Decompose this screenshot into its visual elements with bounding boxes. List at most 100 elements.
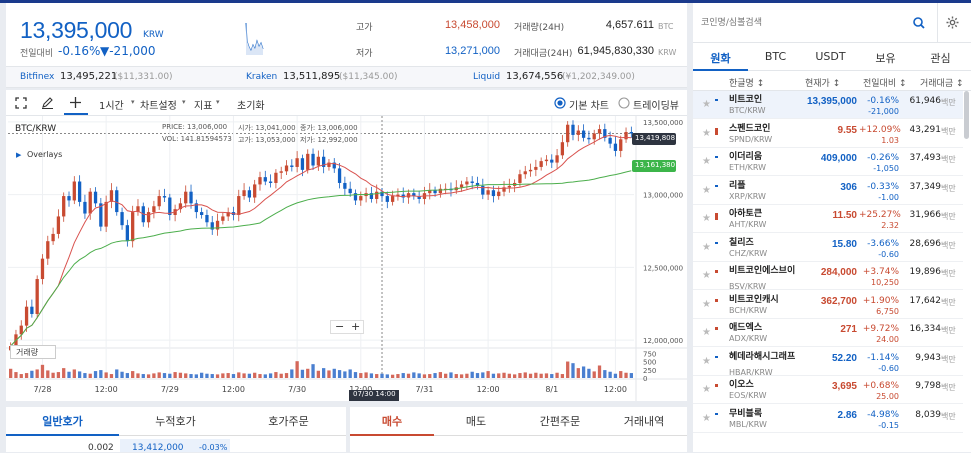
- candle-body: [157, 196, 161, 207]
- candle-body: [507, 185, 511, 188]
- exchange-krw: (¥1,202,349.00): [562, 72, 635, 82]
- tab-simple-order[interactable]: 간편주문: [539, 415, 581, 428]
- col-volume[interactable]: 거래대금 ↕: [920, 79, 964, 89]
- candle-body: [205, 214, 209, 223]
- coin-row[interactable]: ★ 칠리즈 CHZ/KRW 15.80 -3.66% -0.60 28,696 백만: [693, 234, 963, 262]
- favorite-star-icon[interactable]: ★: [702, 355, 711, 367]
- volume-label: 거래량(24H): [514, 23, 565, 33]
- coin-row[interactable]: ★ 리플 XRP/KRW 306 -0.33% -1.00 37,349 백만: [693, 177, 963, 205]
- volume-bar: [629, 373, 633, 378]
- coin-row[interactable]: ★ 비트코인캐시 BCH/KRW 362,700 +1.90% 6,750 17,642 백만: [693, 291, 963, 319]
- tab-holdings[interactable]: 보유: [875, 52, 896, 65]
- reset-button[interactable]: 초기화: [237, 101, 265, 112]
- tab-trade-history[interactable]: 거래내역: [623, 415, 665, 428]
- favorite-star-icon[interactable]: ★: [702, 99, 711, 110]
- favorite-star-icon[interactable]: ★: [702, 127, 711, 139]
- candle-body: [40, 258, 45, 280]
- volume-bar: [470, 371, 474, 378]
- tab-cumulative[interactable]: 누적호가: [155, 415, 196, 428]
- tab-sell[interactable]: 매도: [465, 415, 487, 428]
- favorite-star-icon[interactable]: ★: [702, 213, 711, 224]
- price-chart-panel[interactable]: 13,500,000 13,000,000 12,500,000 12,000,000…: [6, 116, 687, 401]
- coin-search-input[interactable]: [701, 15, 906, 31]
- price-header: 13,395,000 KRW 전일대비 -0.16% ▼-21,000 고가 1…: [6, 3, 687, 66]
- ohlc-open: PRICE: 13,006,000: [162, 123, 228, 131]
- favorite-star-icon[interactable]: ★: [702, 184, 711, 196]
- col-price[interactable]: 현재가 ↕: [805, 79, 841, 89]
- coin-symbol: BCH/KRW: [729, 305, 768, 315]
- draw-pen-icon[interactable]: [41, 96, 54, 109]
- volume-bar: [194, 374, 198, 378]
- high-label: 고가: [356, 23, 373, 33]
- basic-chart-option[interactable]: 기본 차트: [569, 101, 609, 112]
- crosshair-icon[interactable]: [69, 96, 82, 109]
- tab-quote-order[interactable]: 호가주문: [268, 415, 309, 428]
- favorite-star-icon[interactable]: ★: [702, 270, 711, 281]
- coin-row[interactable]: ★ 이오스 EOS/KRW 3,695 +0.68% 25.00 9,798 백만: [693, 376, 963, 404]
- favorite-star-icon[interactable]: ★: [702, 384, 711, 395]
- chart-settings-button[interactable]: 차트설정: [140, 101, 177, 112]
- candle-body: [587, 137, 591, 140]
- orderbook-price: 13,412,000: [132, 443, 184, 453]
- candlestick-chart[interactable]: 13,500,000 13,000,000 12,500,000 12,000,000…: [6, 116, 687, 401]
- volume-bar: [433, 373, 437, 378]
- candle-body: [581, 130, 586, 138]
- orderbook-price-cell[interactable]: [120, 439, 230, 452]
- coin-row[interactable]: ★ 스펜드코인 SPND/KRW 9.55 +12.09% 1.03 43,291 백만: [693, 120, 963, 148]
- coin-price: 362,700: [820, 295, 857, 307]
- favorite-star-icon[interactable]: ★: [702, 412, 711, 424]
- tab-buy[interactable]: 매수: [381, 415, 403, 428]
- coin-row[interactable]: ★ 무비블록 MBL/KRW 2.86 -4.98% -0.15 8,039 백만: [693, 405, 963, 433]
- fullscreen-icon[interactable]: [15, 97, 27, 109]
- search-icon[interactable]: [913, 17, 925, 29]
- tab-usdt[interactable]: USDT: [815, 50, 846, 63]
- candle-body: [210, 222, 214, 230]
- favorite-star-icon[interactable]: ★: [702, 156, 711, 167]
- coin-row[interactable]: ★ 비트코인 BTC/KRW 13,395,000 -0.16% -21,000 61,94…: [693, 91, 963, 119]
- coin-list-scrollbar[interactable]: [964, 91, 969, 139]
- orderbook-qty: 0.002: [88, 443, 114, 453]
- favorite-star-icon[interactable]: ★: [702, 327, 711, 338]
- tradingview-option[interactable]: 트레이딩뷰: [633, 101, 679, 112]
- coin-symbol: XRP/KRW: [729, 191, 766, 201]
- exchange-name[interactable]: Bitfinex: [20, 72, 55, 82]
- coin-volume-unit: 백만: [941, 98, 956, 107]
- candle-body: [184, 191, 188, 204]
- radio-selected-icon[interactable]: [554, 97, 566, 109]
- exchange-name[interactable]: Kraken: [246, 72, 278, 82]
- col-change[interactable]: 전일대비 ↕: [863, 79, 907, 89]
- candle-body: [486, 190, 490, 195]
- candle-body: [162, 196, 167, 198]
- zoom-out-button[interactable]: −: [335, 320, 345, 333]
- coin-name: 비트코인에스브이: [729, 266, 796, 276]
- candle-body: [385, 196, 389, 202]
- tab-krw[interactable]: 원화: [710, 52, 731, 65]
- volume-bar: [512, 374, 517, 378]
- interval-select[interactable]: 1시간: [99, 101, 124, 112]
- favorite-star-icon[interactable]: ★: [702, 298, 711, 310]
- favorite-star-icon[interactable]: ★: [702, 241, 711, 253]
- coin-row[interactable]: ★ 비트코인에스브이 BSV/KRW 284,000 +3.74% 10,250 19,89…: [693, 262, 963, 291]
- coin-row[interactable]: ★ 이더리움 ETH/KRW 409,000 -0.26% -1,050 37,493 백만: [693, 148, 963, 176]
- exchange-name[interactable]: Liquid: [473, 72, 501, 82]
- overlays-toggle[interactable]: Overlays: [27, 150, 63, 159]
- coin-price: 52.20: [831, 352, 857, 364]
- overlays-toggle-icon[interactable]: ▶: [16, 151, 22, 159]
- tab-btc[interactable]: BTC: [764, 50, 787, 63]
- radio-unselected-icon[interactable]: [618, 97, 630, 109]
- zoom-in-button[interactable]: +: [351, 320, 361, 333]
- coin-change-pct: -3.66%: [867, 238, 899, 249]
- tab-favorites[interactable]: 관심: [930, 52, 951, 65]
- coin-row[interactable]: ★ 헤데라해시그래프 HBAR/KRW 52.20 -1.14% -0.60 9,943 백만: [693, 348, 963, 377]
- coin-volume-unit: 백만: [941, 155, 956, 164]
- indicator-button[interactable]: 지표: [194, 101, 213, 112]
- coin-volume: 28,696: [909, 238, 942, 249]
- tab-orderbook[interactable]: 일반호가: [42, 415, 83, 428]
- coin-row[interactable]: ★ 아하토큰 AHT/KRW 11.50 +25.27% 2.32 31,966 백만: [693, 205, 963, 233]
- coin-volume: 9,943: [915, 352, 941, 363]
- coin-row[interactable]: ★ 애드엑스 ADX/KRW 271 +9.72% 24.00 16,334 백만: [693, 319, 963, 347]
- gear-icon[interactable]: [946, 16, 959, 29]
- turnover-unit: KRW: [658, 48, 677, 57]
- col-coin-name[interactable]: 한글명 ↕: [729, 79, 765, 89]
- volume-bar: [99, 370, 103, 378]
